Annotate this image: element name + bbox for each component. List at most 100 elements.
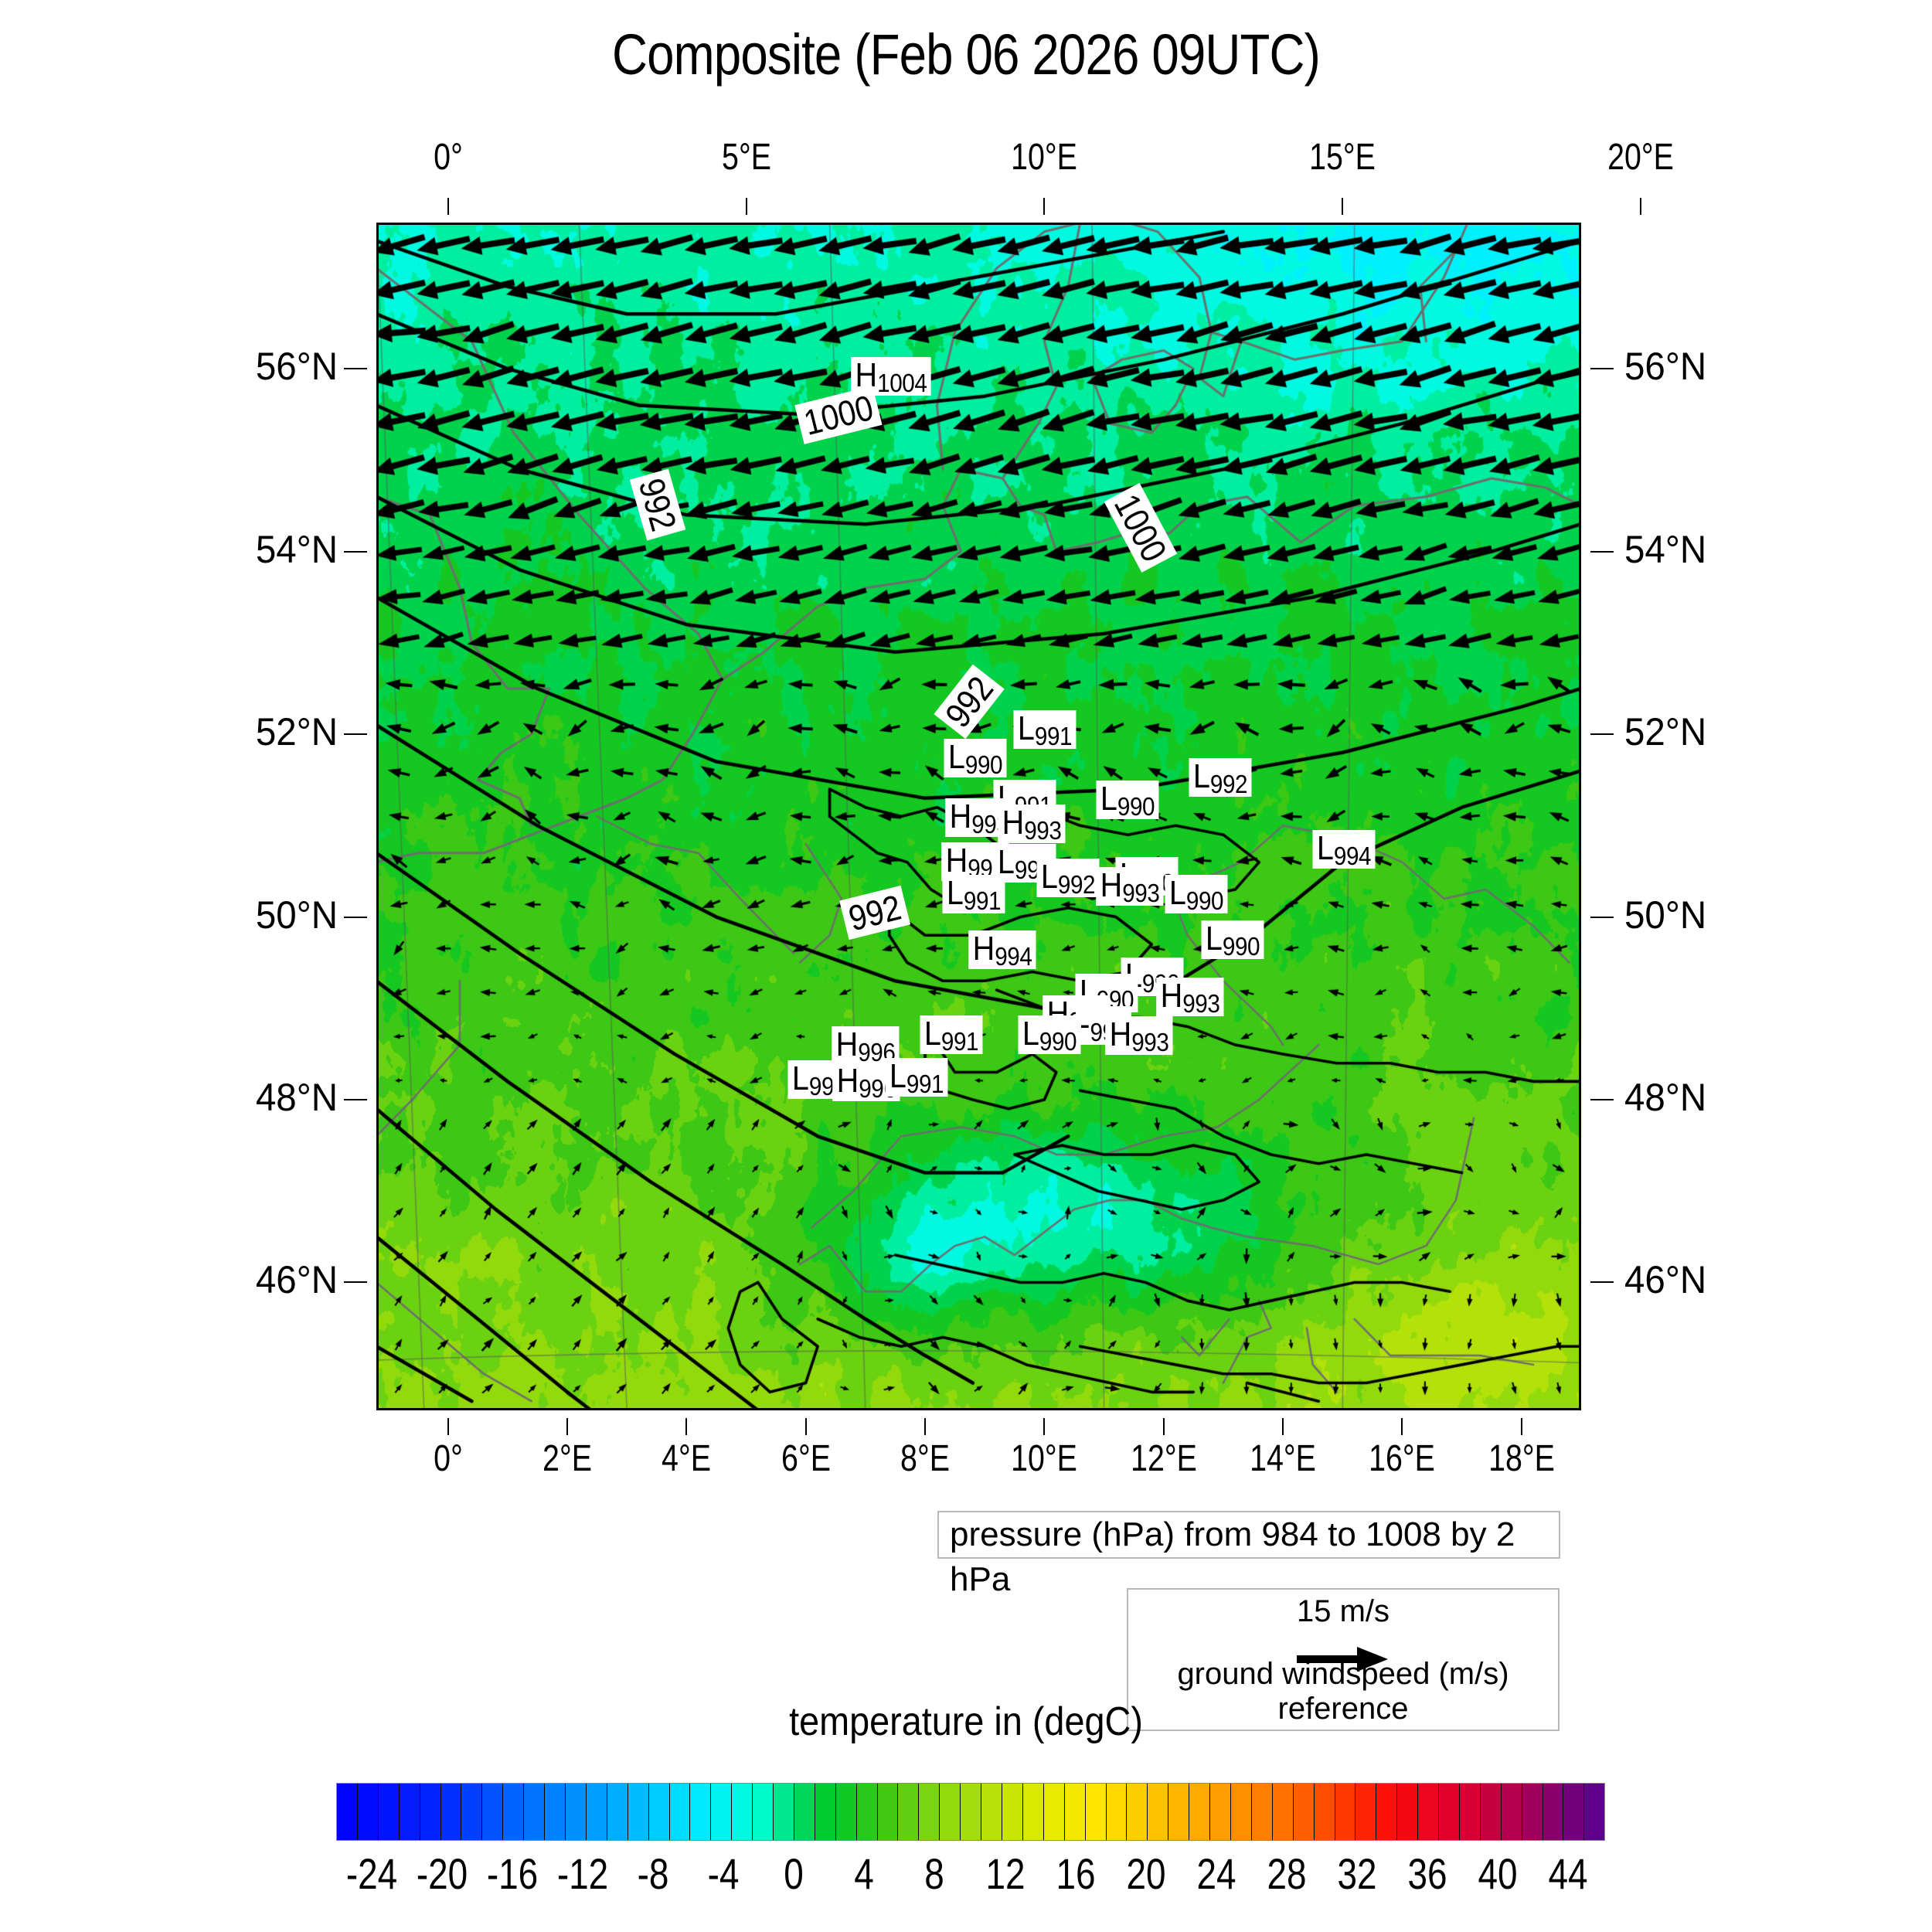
colorbar-segment [898, 1784, 920, 1840]
axis-tick-bottom [1282, 1418, 1284, 1435]
colorbar-segment [1127, 1784, 1148, 1840]
axis-tick-bottom [1520, 1418, 1522, 1435]
pressure-center-type: L [1192, 757, 1210, 795]
axis-label-left: 46°N [255, 1258, 338, 1302]
colorbar-segment [1314, 1784, 1335, 1840]
axis-label-left: 50°N [255, 893, 338, 937]
pressure-center-value: 991 [963, 886, 1002, 915]
colorbar-segment [794, 1784, 815, 1840]
axis-tick-right [1590, 1281, 1614, 1284]
axis-tick-top [745, 198, 747, 215]
colorbar-segment [607, 1784, 628, 1840]
colorbar-segment [1418, 1784, 1440, 1840]
colorbar-segment [503, 1784, 525, 1840]
pressure-center-type: L [1316, 829, 1334, 867]
axis-tick-bottom [566, 1418, 568, 1435]
axis-label-right: 50°N [1624, 893, 1707, 937]
colorbar-segment [524, 1784, 546, 1840]
colorbar-segment [1043, 1784, 1065, 1840]
colorbar-tick-label: -24 [345, 1849, 397, 1898]
colorbar-segment [1022, 1784, 1044, 1840]
colorbar-segment [690, 1784, 712, 1840]
pressure-center-type: H [1109, 1015, 1132, 1053]
axis-label-top: 0° [433, 137, 463, 178]
pressure-center-label: H994 [968, 930, 1036, 969]
pressure-center-type: H [949, 798, 972, 835]
colorbar-segment [1335, 1784, 1356, 1840]
pressure-center-label: H1004 [851, 357, 931, 396]
pressure-center-value: 993 [1182, 989, 1220, 1018]
colorbar-segment [1106, 1784, 1128, 1840]
colorbar-segment [482, 1784, 504, 1840]
colorbar-segment [919, 1784, 940, 1840]
colorbar-tick-label: 44 [1548, 1849, 1588, 1898]
pressure-center-value: 990 [1185, 886, 1224, 915]
colorbar-tick-label: 32 [1337, 1849, 1377, 1898]
pressure-legend: pressure (hPa) from 984 to 1008 by 2 hPa [937, 1511, 1560, 1598]
weather-map[interactable]: 10009921000992992H1004L991L990L992L991L9… [376, 223, 1581, 1410]
pressure-center-label: L994 [1312, 829, 1376, 869]
colorbar-segment [399, 1784, 420, 1840]
pressure-center-type: L [1168, 874, 1186, 912]
colorbar-tick-label: 28 [1267, 1849, 1307, 1898]
axis-tick-bottom [1043, 1418, 1046, 1435]
colorbar-segment [1397, 1784, 1419, 1840]
pressure-center-label: L990 [1201, 920, 1264, 959]
axis-tick-right [1590, 733, 1614, 736]
pressure-center-type: L [946, 874, 964, 912]
pressure-center-type: H [1100, 866, 1123, 904]
colorbar-segment [1355, 1784, 1377, 1840]
colorbar-segment [628, 1784, 649, 1840]
pressure-center-type: L [923, 1015, 941, 1053]
colorbar-tick-label: -8 [637, 1849, 669, 1898]
colorbar-segment [856, 1784, 878, 1840]
colorbar-segment [440, 1784, 462, 1840]
colorbar-segment [1272, 1784, 1294, 1840]
wind-reference-legend: 15 m/s ground windspeed (m/s) reference [1127, 1588, 1560, 1731]
pressure-center-type: L [1040, 858, 1058, 896]
axis-label-bottom: 10°E [1011, 1438, 1078, 1479]
pressure-center-label: L992 [1189, 757, 1252, 797]
axis-label-right: 56°N [1624, 345, 1707, 389]
pressure-center-value: 990 [1117, 792, 1155, 821]
axis-tick-left [344, 550, 367, 553]
colorbar-segment [545, 1784, 566, 1840]
axis-label-top: 10°E [1011, 137, 1078, 178]
axis-label-top: 20°E [1607, 137, 1675, 178]
colorbar-segment [1064, 1784, 1086, 1840]
colorbar-segment [1168, 1784, 1190, 1840]
colorbar-segment [1584, 1784, 1605, 1840]
colorbar-segment [1480, 1784, 1502, 1840]
axis-tick-left [344, 733, 367, 736]
pressure-center-value: 990 [1222, 932, 1260, 961]
pressure-center-label: L990 [1018, 1015, 1081, 1056]
axis-label-left: 48°N [255, 1076, 338, 1119]
axis-label-right: 54°N [1624, 527, 1707, 571]
axis-label-left: 54°N [255, 527, 338, 571]
pressure-center-type: L [997, 843, 1015, 881]
pressure-center-type: H [836, 1062, 859, 1100]
pressure-center-type: - [1080, 1005, 1090, 1043]
pressure-center-label: L991 [1013, 710, 1077, 749]
axis-tick-bottom [924, 1418, 927, 1435]
axis-label-bottom: 0° [433, 1438, 463, 1479]
colorbar-segment [565, 1784, 587, 1840]
pressure-center-label: L992 [1036, 858, 1100, 897]
axis-tick-bottom [1162, 1418, 1165, 1435]
pressure-center-label: L991 [942, 875, 1005, 913]
axis-tick-top [1342, 198, 1344, 215]
colorbar-segment [1501, 1784, 1522, 1840]
colorbar-segment [1439, 1784, 1460, 1840]
pressure-center-value: 990 [1039, 1027, 1077, 1056]
colorbar-segment [1148, 1784, 1169, 1840]
map-viewport[interactable]: 10009921000992992H1004L991L990L992L991L9… [376, 223, 1581, 1410]
colorbar-tick-label: 0 [784, 1849, 804, 1898]
colorbar-segment [1563, 1784, 1585, 1840]
colorbar-segment [877, 1784, 899, 1840]
colorbar-segment [815, 1784, 836, 1840]
colorbar-segment [461, 1784, 483, 1840]
pressure-center-type: H [1002, 804, 1025, 842]
colorbar-tick-label: -20 [416, 1849, 468, 1898]
pressure-center-type: L [889, 1057, 906, 1095]
pressure-center-label: H993 [1156, 978, 1224, 1016]
